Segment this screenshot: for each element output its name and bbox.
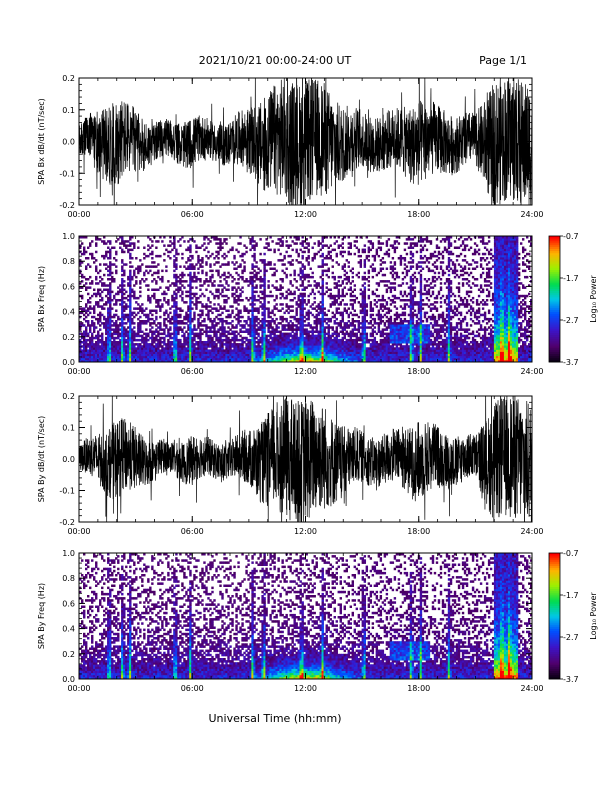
x-tick-label: 24:00 [520, 210, 543, 219]
y-tick-label: -0.1 [59, 487, 75, 496]
x-tick-label: 06:00 [181, 527, 204, 536]
y-axis-label: SPA By Freq (Hz) [37, 583, 46, 649]
y-tick-label: 0.6 [62, 599, 75, 608]
y-tick-label: 0.1 [62, 106, 75, 115]
y-tick-label: 0.1 [62, 424, 75, 433]
by-spectrogram-panel: 00:00 06:00 12:00 18:00 24:00 0.0 0.2 0.4 0.6 0.8… [37, 549, 598, 693]
y-tick-label: -0.2 [59, 201, 75, 210]
colorbar-label: Log₁₀ Power [589, 592, 598, 640]
colorbar-tick-label: -1.7 [563, 591, 579, 600]
y-axis-label: SPA Bx Freq (Hz) [37, 266, 46, 332]
spectrogram-cells [79, 236, 532, 362]
x-tick-label: 12:00 [294, 367, 317, 376]
x-tick-label: 06:00 [181, 210, 204, 219]
y-tick-label: 1.0 [62, 232, 75, 241]
y-tick-label: 0.4 [62, 308, 75, 317]
y-tick-label: 1.0 [62, 549, 75, 558]
colorbar-tick-label: -0.7 [563, 232, 579, 241]
x-tick-label: 00:00 [67, 367, 90, 376]
y-tick-label: 0.0 [62, 138, 75, 147]
y-tick-label: 0.2 [62, 392, 75, 401]
x-tick-label: 06:00 [181, 367, 204, 376]
colorbar-tick-label: -2.7 [563, 316, 579, 325]
y-tick-label: 0.2 [62, 333, 75, 342]
x-tick-label: 24:00 [520, 684, 543, 693]
colorbar: -0.7 -1.7 -2.7 -3.7 Log₁₀ Power [549, 232, 598, 367]
dbdt-trace [79, 17, 532, 240]
y-tick-label: 0.2 [62, 650, 75, 659]
x-tick-label: 18:00 [407, 684, 430, 693]
x-tick-label: 12:00 [294, 684, 317, 693]
colorbar: -0.7 -1.7 -2.7 -3.7 Log₁₀ Power [549, 549, 598, 684]
figure-title: 2021/10/21 00:00-24:00 UT [199, 54, 352, 67]
bx-dbdt-panel: 00:00 06:00 12:00 18:00 24:00 -0.2 -0.1 0.0 0.1 0… [37, 17, 544, 240]
x-tick-label: 12:00 [294, 527, 317, 536]
x-tick-label: 00:00 [67, 684, 90, 693]
y-tick-label: 0.8 [62, 257, 75, 266]
x-tick-label: 18:00 [407, 367, 430, 376]
y-tick-label: 0.0 [62, 358, 75, 367]
x-tick-label: 12:00 [294, 210, 317, 219]
spectrogram-cells [79, 553, 532, 679]
y-axis-label: SPA By dB/dt (nT/sec) [37, 416, 46, 503]
y-tick-label: 0.4 [62, 625, 75, 634]
bx-spectrogram-panel: 00:00 06:00 12:00 18:00 24:00 0.0 0.2 0.4 0.6 0.8… [37, 232, 598, 376]
y-tick-label: -0.2 [59, 518, 75, 527]
colorbar-tick-label: -2.7 [563, 633, 579, 642]
colorbar-label: Log₁₀ Power [589, 275, 598, 323]
by-dbdt-panel: 00:00 06:00 12:00 18:00 24:00 -0.2 -0.1 0.0 0.1 0… [37, 344, 544, 561]
y-tick-label: 0.0 [62, 675, 75, 684]
colorbar-tick-label: -3.7 [563, 675, 579, 684]
page-indicator: Page 1/1 [479, 54, 527, 67]
x-tick-label: 00:00 [67, 210, 90, 219]
y-axis-label: SPA Bx dB/dt (nT/sec) [37, 98, 46, 185]
y-tick-label: 0.0 [62, 455, 75, 464]
x-tick-label: 24:00 [520, 527, 543, 536]
colorbar-tick-label: -0.7 [563, 549, 579, 558]
x-tick-label: 18:00 [407, 527, 430, 536]
x-tick-label: 06:00 [181, 684, 204, 693]
x-axis-label: Universal Time (hh:mm) [209, 712, 342, 725]
colorbar-tick-label: -1.7 [563, 274, 579, 283]
y-tick-label: 0.2 [62, 74, 75, 83]
x-tick-label: 24:00 [520, 367, 543, 376]
y-tick-label: 0.6 [62, 282, 75, 291]
x-tick-label: 18:00 [407, 210, 430, 219]
x-tick-label: 00:00 [67, 527, 90, 536]
y-tick-label: 0.8 [62, 574, 75, 583]
y-tick-label: -0.1 [59, 169, 75, 178]
colorbar-tick-label: -3.7 [563, 358, 579, 367]
